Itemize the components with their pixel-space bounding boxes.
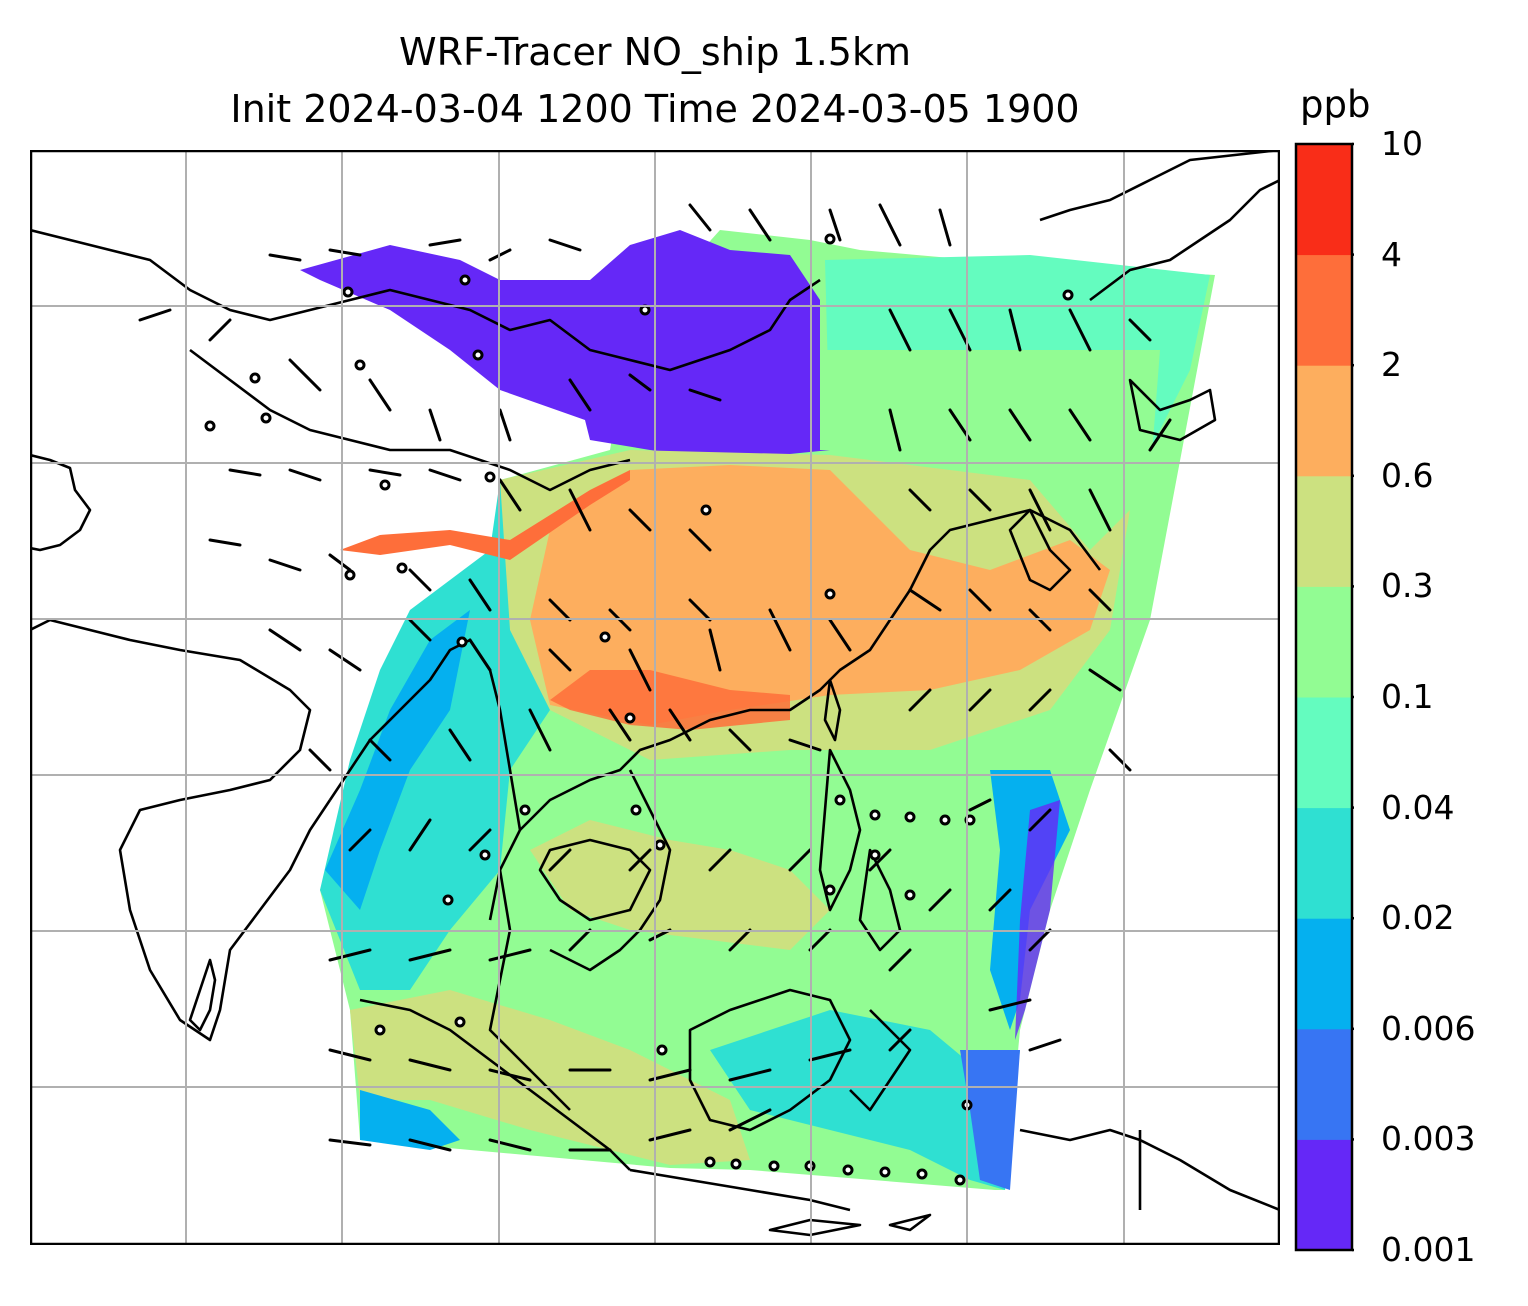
field-se-blue (960, 1050, 1020, 1190)
colorbar-segment (1296, 1139, 1352, 1251)
field-low-north (300, 230, 830, 460)
field-orange-core (530, 465, 1110, 725)
colorbar-tick-label: 0.003 (1381, 1119, 1476, 1159)
colorbar-segment (1296, 144, 1352, 256)
colorbar-segment (1296, 697, 1352, 809)
coast-island-s1 (768, 1218, 862, 1237)
colorbar-segment (1296, 586, 1352, 698)
map-frame (30, 150, 1280, 1245)
colorbar-segment (1296, 918, 1352, 1030)
coast-china-north (30, 228, 821, 372)
coast-sulawesi (849, 1009, 912, 1112)
coast-china-mid (189, 348, 631, 492)
coast-peninsula (30, 618, 332, 1042)
colorbar-tick-label: 0.6 (1381, 455, 1434, 495)
coast-japan-south (1128, 378, 1217, 442)
coast-vietnam (549, 769, 672, 972)
colorbar (1294, 142, 1354, 1252)
gridlines (30, 150, 1280, 1245)
colorbar-tick-label: 10 (1381, 124, 1423, 163)
colorbar-tick-label: 2 (1381, 345, 1402, 385)
calm-markers (204, 233, 1074, 1186)
coast-island-s2 (888, 1213, 932, 1232)
field-red-streak (340, 470, 630, 560)
colorbar-tick-label: 4 (1381, 234, 1402, 274)
field-south-cyan (710, 1010, 1020, 1190)
colorbar-tick-label: 0.1 (1381, 677, 1434, 716)
coast-gulf (538, 838, 652, 922)
map-title-line1: WRF-Tracer NO_ship 1.5km (399, 30, 911, 74)
colorbar-segment (1296, 254, 1352, 366)
map-title-line2: Init 2024-03-04 1200 Time 2024-03-05 190… (230, 87, 1080, 131)
field-south-yellow (350, 990, 750, 1165)
coast-borneo (688, 988, 852, 1132)
coast-java (629, 1168, 851, 1212)
map-panel (30, 150, 1280, 1245)
colorbar-tick-label: 0.001 (1381, 1230, 1476, 1269)
coast-newguinea (1019, 1128, 1280, 1212)
colorbar-tick-label: 0.02 (1381, 898, 1455, 938)
coast-korea (1008, 508, 1072, 592)
colorbar-segment (1296, 475, 1352, 587)
colorbar-tick-label: 0.006 (1381, 1008, 1476, 1048)
coast-japan (1089, 178, 1280, 302)
coast-philippines (818, 748, 902, 952)
tracer-field (300, 230, 1215, 1190)
coast-ne (1039, 150, 1280, 222)
coast-srilanka (188, 958, 217, 1032)
field-sw-cyan (360, 1090, 460, 1150)
colorbar-segment (1296, 807, 1352, 919)
wind-barbs (138, 203, 1172, 1152)
field-mid (820, 350, 1160, 480)
colorbar-tick-label: 0.04 (1381, 787, 1455, 827)
colorbar-tick-label: 0.3 (1381, 566, 1434, 606)
coast-india (30, 453, 92, 552)
colorbar-segment (1296, 1028, 1352, 1140)
colorbar-unit: ppb (1300, 83, 1371, 126)
field-east-low (1015, 800, 1060, 1040)
coast-taiwan (823, 678, 842, 742)
colorbar-segment (1296, 365, 1352, 477)
field-west-blue (325, 610, 470, 910)
